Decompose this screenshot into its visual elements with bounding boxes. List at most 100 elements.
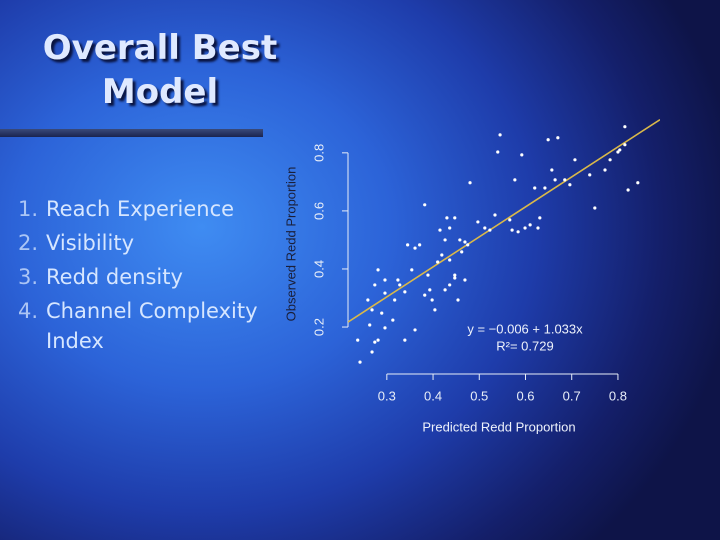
- title-rule: [0, 129, 263, 137]
- fit-line: [348, 118, 660, 323]
- point: [443, 238, 447, 242]
- point: [373, 340, 377, 344]
- marker: 3.: [18, 265, 39, 289]
- point: [616, 150, 620, 154]
- point: [568, 183, 572, 187]
- point: [418, 243, 422, 247]
- marker: 4.: [18, 299, 39, 323]
- point: [496, 150, 500, 154]
- point: [520, 153, 524, 157]
- point: [423, 203, 427, 207]
- point: [623, 125, 627, 129]
- point: [488, 228, 492, 232]
- point: [383, 326, 387, 330]
- point: [626, 188, 630, 192]
- point: [463, 278, 467, 282]
- point: [573, 158, 577, 162]
- y-axis-label: Observed Redd Proportion: [283, 167, 298, 322]
- point: [430, 298, 434, 302]
- point: [398, 283, 402, 287]
- point: [476, 220, 480, 224]
- point: [468, 181, 472, 185]
- y-tick-label: 0.2: [311, 318, 326, 336]
- point: [493, 213, 497, 217]
- point: [516, 230, 520, 234]
- x-tick-label: 0.6: [516, 388, 534, 403]
- point: [458, 238, 462, 242]
- x-tick-label: 0.5: [470, 388, 488, 403]
- list-item: 4. Channel Complexity Index: [18, 294, 268, 356]
- point: [368, 323, 372, 327]
- item-text: Visibility: [46, 231, 135, 255]
- point: [426, 273, 430, 277]
- y-tick-label: 0.4: [311, 260, 326, 278]
- item-text: Redd density: [46, 265, 183, 289]
- point: [510, 228, 514, 232]
- point: [453, 216, 457, 220]
- point: [396, 278, 400, 282]
- point: [443, 288, 447, 292]
- r-squared: R²= 0.729: [496, 338, 553, 353]
- fit-group: [348, 118, 660, 323]
- point: [456, 298, 460, 302]
- point: [356, 338, 360, 342]
- item-text: Reach Experience: [46, 197, 235, 221]
- point: [546, 138, 550, 142]
- point: [593, 206, 597, 210]
- point: [383, 278, 387, 282]
- list-item: 1. Reach Experience: [18, 192, 268, 226]
- point: [448, 283, 452, 287]
- point: [403, 290, 407, 294]
- point: [428, 288, 432, 292]
- point: [440, 253, 444, 257]
- point: [393, 298, 397, 302]
- point: [370, 350, 374, 354]
- point: [623, 143, 627, 147]
- point: [463, 240, 467, 244]
- x-tick-label: 0.3: [378, 388, 396, 403]
- point: [436, 260, 440, 264]
- point: [453, 276, 457, 280]
- point: [536, 226, 540, 230]
- point: [508, 218, 512, 222]
- point: [413, 328, 417, 332]
- point: [403, 338, 407, 342]
- point: [563, 178, 567, 182]
- point: [423, 293, 427, 297]
- point: [556, 136, 560, 140]
- point: [553, 178, 557, 182]
- point: [376, 338, 380, 342]
- point: [460, 250, 464, 254]
- point: [550, 168, 554, 172]
- point: [603, 168, 607, 172]
- y-tick-label: 0.8: [311, 144, 326, 162]
- point: [410, 268, 414, 272]
- point: [588, 173, 592, 177]
- x-tick-label: 0.4: [424, 388, 442, 403]
- point: [366, 298, 370, 302]
- point: [523, 226, 527, 230]
- list-item: 2. Visibility: [18, 226, 268, 260]
- point: [413, 246, 417, 250]
- point: [433, 308, 437, 312]
- y-tick-label: 0.6: [311, 202, 326, 220]
- item-text: Channel Complexity Index: [46, 299, 258, 353]
- point: [636, 181, 640, 185]
- point: [373, 283, 377, 287]
- marker: 1.: [18, 197, 39, 221]
- marker: 2.: [18, 231, 39, 255]
- point: [406, 243, 410, 247]
- x-tick-label: 0.7: [563, 388, 581, 403]
- point: [618, 148, 622, 152]
- point: [438, 228, 442, 232]
- point: [513, 178, 517, 182]
- point: [383, 291, 387, 295]
- point: [528, 223, 532, 227]
- point: [498, 133, 502, 137]
- list-item: 3. Redd density: [18, 260, 268, 294]
- point: [448, 258, 452, 262]
- point: [445, 216, 449, 220]
- point: [538, 216, 542, 220]
